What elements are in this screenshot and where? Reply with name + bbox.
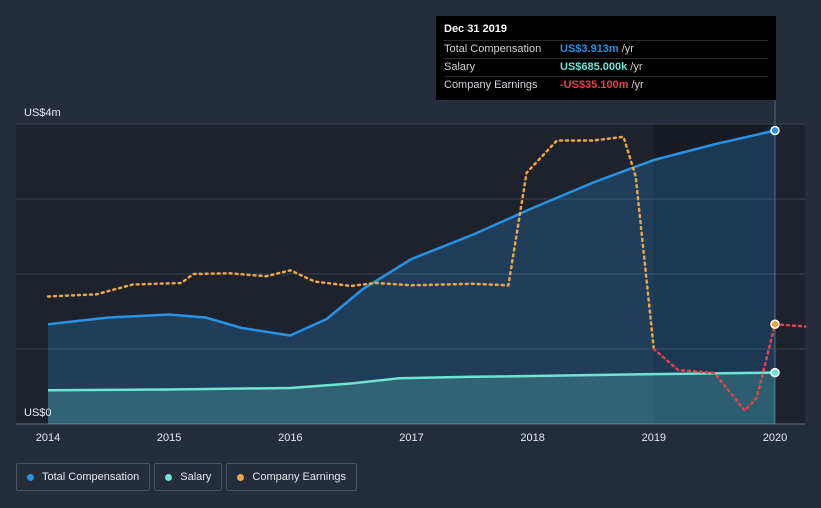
x-tick-label: 2015 [157, 432, 181, 444]
x-tick-label: 2017 [399, 432, 423, 444]
x-tick-label: 2019 [642, 432, 666, 444]
tooltip-unit: /yr [621, 43, 634, 55]
salary-line [47, 371, 776, 392]
y-tick-label: US$0 [24, 407, 52, 419]
tooltip-label: Company Earnings [444, 79, 538, 91]
x-tick-label: 2018 [520, 432, 544, 444]
legend-dot-icon [237, 473, 245, 481]
y-tick-label: US$4m [24, 107, 61, 119]
salary-area [48, 372, 775, 424]
series-areas [48, 130, 775, 424]
x-tick-label: 2014 [36, 432, 60, 444]
tooltip-label: Salary [444, 61, 476, 73]
legend-item-total-compensation[interactable]: Total Compensation [16, 463, 151, 491]
tick-labels: US$4m US$0 2014 2015 2016 2017 2018 2019 2020 [24, 107, 787, 444]
legend-dot-icon [27, 473, 34, 481]
grid-lines [16, 100, 805, 425]
tooltip-value: US$3.913m [560, 43, 619, 55]
tooltip-date: Dec 31 2019 [444, 23, 507, 35]
total-compensation-end-marker [770, 125, 780, 136]
tooltip-unit: /yr [630, 61, 643, 73]
tooltip-value: US$685.000k [560, 61, 628, 73]
salary-end-marker [770, 367, 780, 378]
legend-dot-icon [165, 473, 173, 481]
tooltip-row-total-compensation: Total Compensation US$3.913m /yr [444, 40, 768, 58]
legend-item-salary[interactable]: Salary [154, 463, 223, 491]
tooltip-unit: /yr [631, 79, 644, 91]
series-end-markers [770, 125, 780, 378]
legend-label: Total Compensation [42, 471, 140, 483]
x-tick-label: 2020 [763, 432, 787, 444]
company-earnings-end-marker [770, 319, 780, 329]
legend: Total Compensation Salary Company Earnin… [16, 463, 357, 491]
legend-label: Salary [180, 471, 212, 483]
tooltip-label: Total Compensation [444, 43, 542, 55]
x-tick-label: 2016 [278, 432, 302, 444]
tooltip: Dec 31 2019 Total Compensation US$3.913m… [436, 16, 776, 100]
series-lines [46, 129, 807, 413]
total-compensation-area [48, 130, 775, 424]
legend-item-company-earnings[interactable]: Company Earnings [226, 463, 357, 491]
tooltip-row-company-earnings: Company Earnings -US$35.100m /yr [444, 76, 768, 94]
legend-label: Company Earnings [252, 471, 346, 483]
tooltip-row-salary: Salary US$685.000k /yr [444, 58, 768, 76]
tooltip-value: -US$35.100m [560, 79, 629, 91]
company-earnings-line [46, 135, 656, 351]
